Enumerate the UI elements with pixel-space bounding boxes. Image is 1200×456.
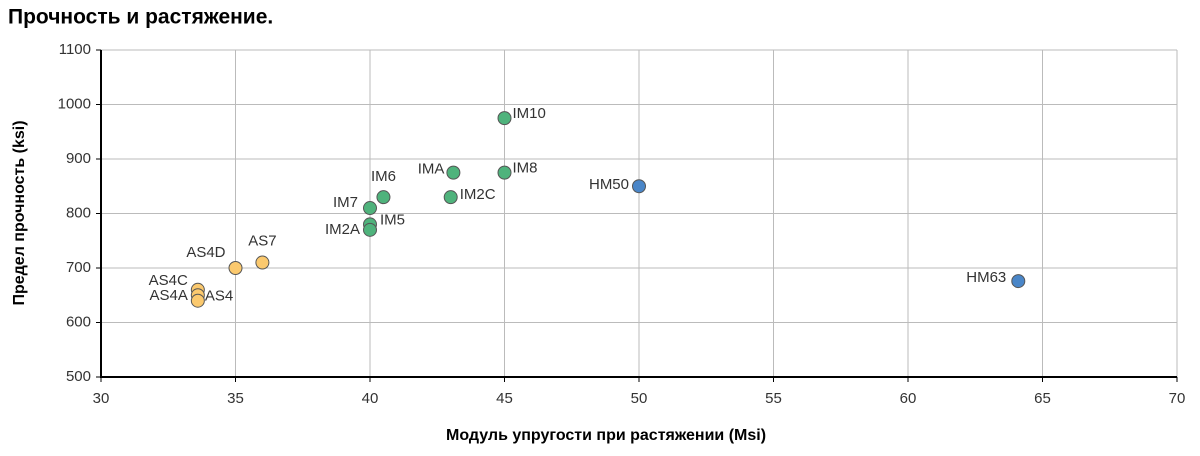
y-tick-label: 500 xyxy=(66,368,91,385)
point-label: IM10 xyxy=(513,105,546,122)
y-tick-label: 700 xyxy=(66,259,91,276)
point xyxy=(1011,274,1026,289)
point xyxy=(443,190,458,205)
point-label: AS4C xyxy=(149,272,188,289)
point xyxy=(255,255,270,270)
point xyxy=(190,293,205,308)
point-label: IM2A xyxy=(325,221,360,238)
x-tick-label: 70 xyxy=(1169,390,1186,407)
point xyxy=(632,179,646,194)
point-label: HM50 xyxy=(589,176,629,193)
point-label: IMA xyxy=(418,161,445,178)
point-label: AS7 xyxy=(248,233,276,250)
point-label: AS4D xyxy=(186,244,225,261)
y-tick-label: 1000 xyxy=(58,95,91,112)
point-label: IM2C xyxy=(460,186,496,203)
x-tick-label: 30 xyxy=(93,390,110,407)
point xyxy=(497,111,512,126)
point xyxy=(446,165,461,180)
y-axis-label: Предел прочность (ksi) xyxy=(11,120,28,305)
point-label: HM63 xyxy=(966,269,1006,286)
chart-title: Прочность и растяжение. xyxy=(8,6,273,29)
point xyxy=(363,222,377,237)
x-axis-label: Модуль упругости при растяжении (Msi) xyxy=(446,427,766,444)
point-label: IM7 xyxy=(333,194,358,211)
x-tick-label: 45 xyxy=(496,390,513,407)
point xyxy=(497,165,512,180)
point-label: IM8 xyxy=(513,160,538,177)
y-tick-label: 600 xyxy=(66,313,91,330)
point-label: AS4A xyxy=(149,287,187,304)
point-label: IM6 xyxy=(371,168,396,185)
point xyxy=(228,261,243,275)
point-label: IM5 xyxy=(380,211,405,228)
y-tick-label: 900 xyxy=(66,150,91,167)
x-tick-label: 40 xyxy=(362,390,379,407)
point-label: AS4 xyxy=(205,288,233,305)
y-tick-label: 800 xyxy=(66,204,91,221)
point xyxy=(363,201,377,216)
x-tick-label: 35 xyxy=(227,390,244,407)
x-tick-label: 55 xyxy=(765,390,782,407)
y-tick-label: 1100 xyxy=(59,41,91,58)
point xyxy=(376,190,391,205)
x-tick-label: 50 xyxy=(631,390,648,407)
x-tick-label: 60 xyxy=(900,390,917,407)
x-tick-label: 65 xyxy=(1034,390,1051,407)
